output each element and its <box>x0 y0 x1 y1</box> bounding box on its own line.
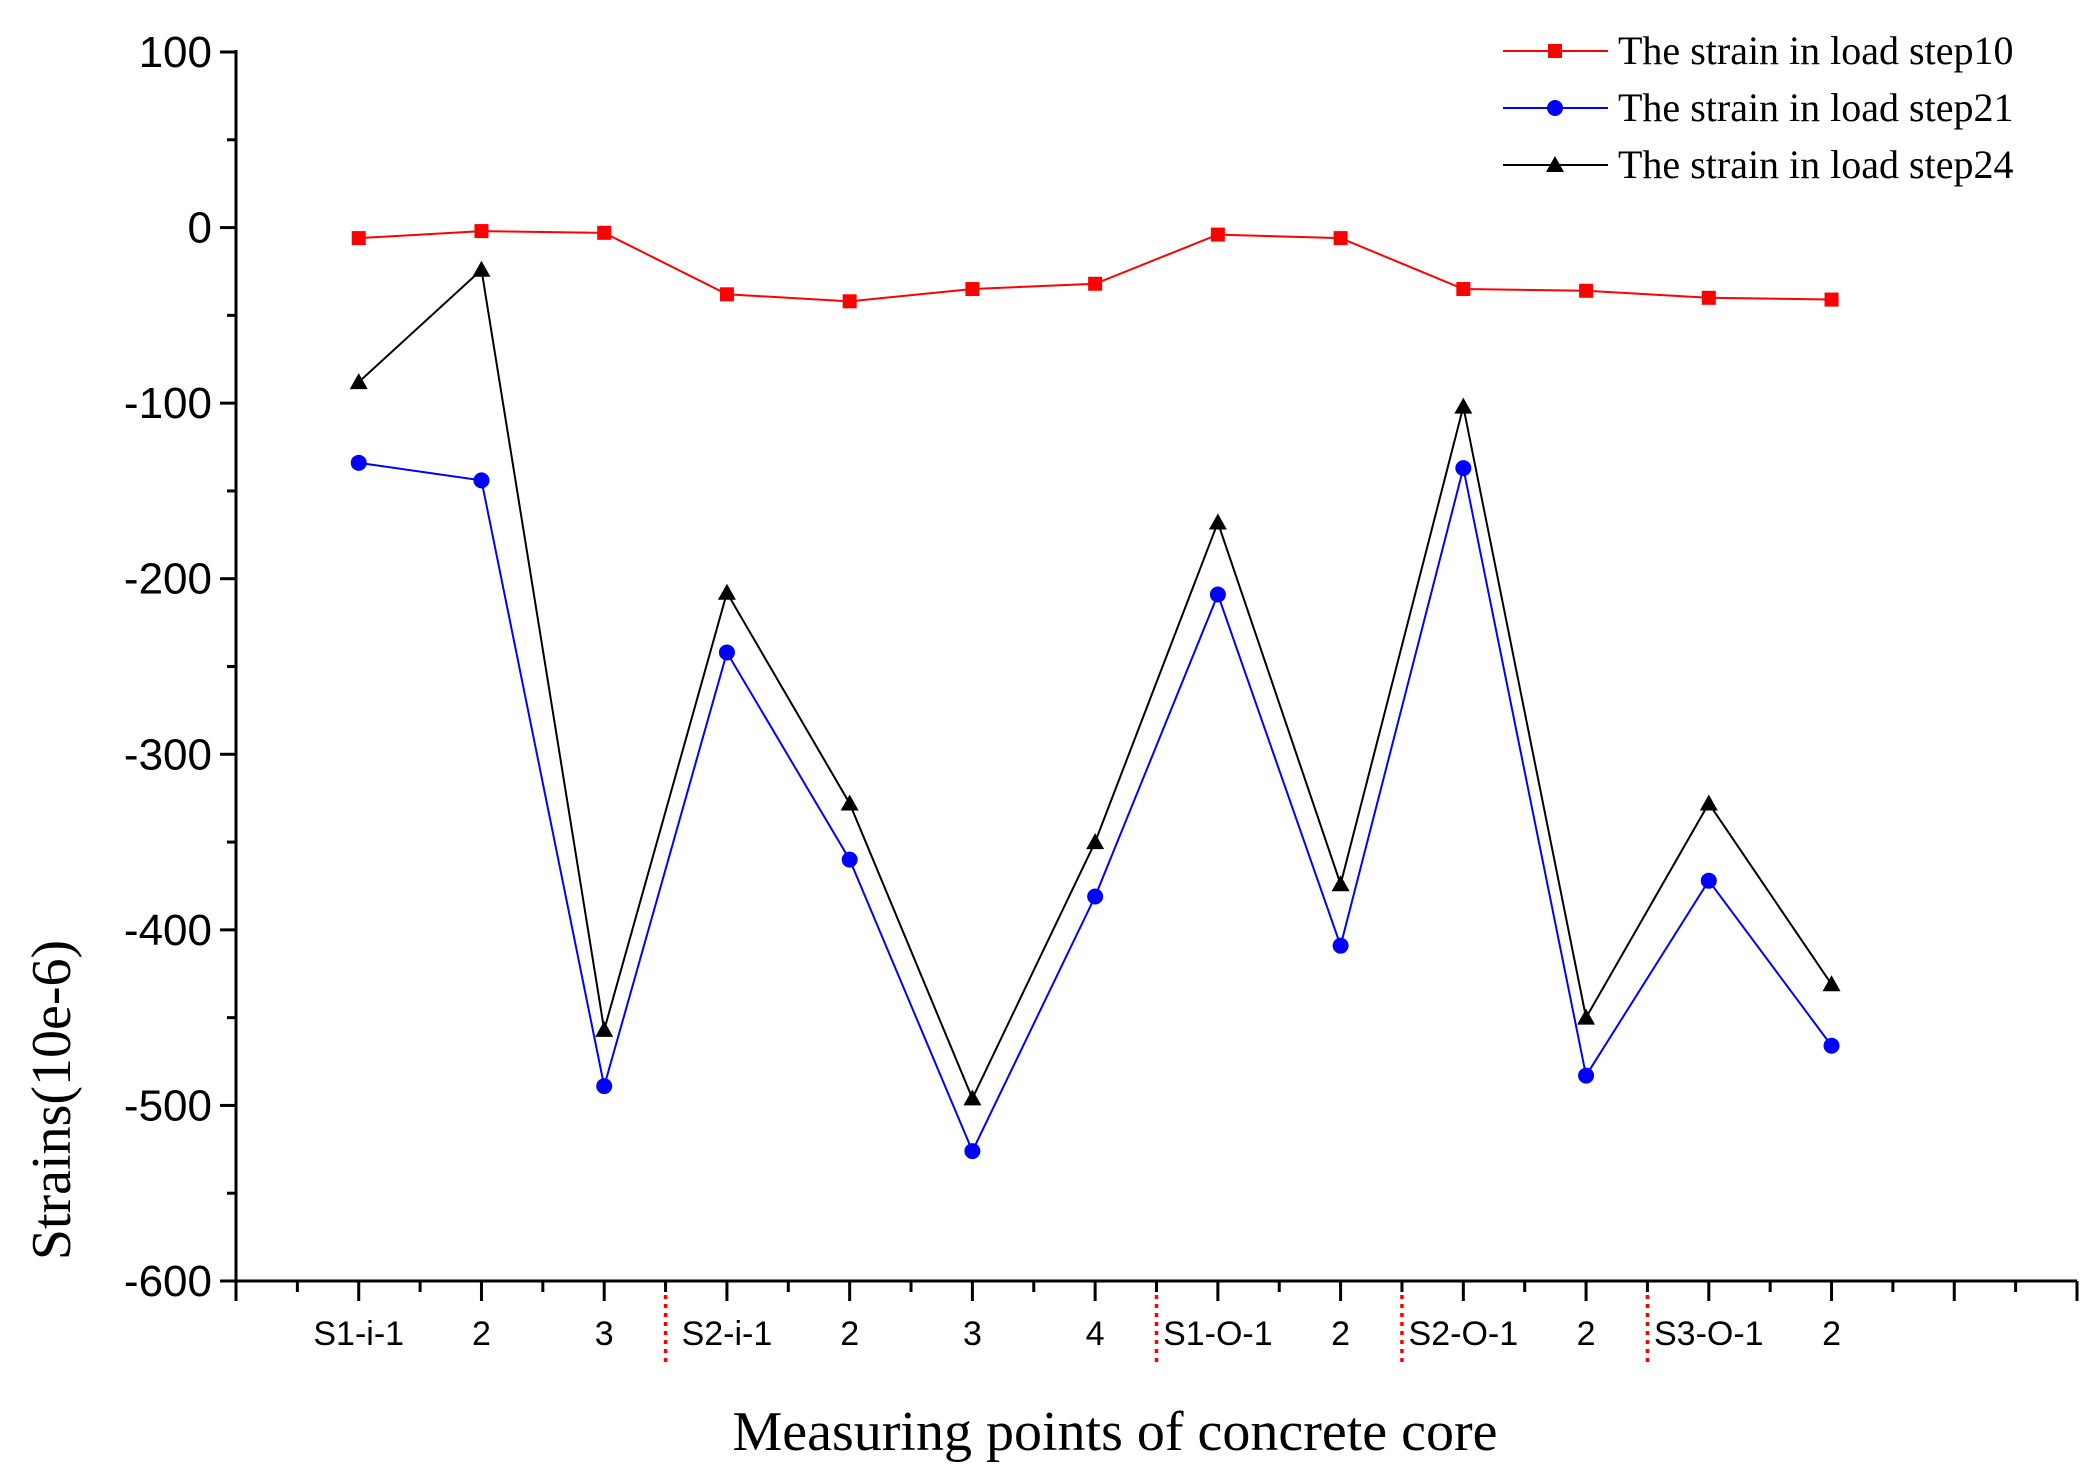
triangle-marker <box>1331 875 1350 892</box>
square-marker <box>719 287 734 302</box>
x-category-label: 4 <box>1086 1315 1105 1353</box>
x-category-label: 2 <box>1577 1315 1596 1353</box>
triangle-marker <box>1454 397 1473 414</box>
series-3 <box>349 260 1841 1106</box>
y-tick-label: -400 <box>124 906 212 955</box>
circle-marker <box>1332 937 1349 954</box>
circle-marker <box>1087 888 1104 905</box>
square-marker <box>1824 292 1839 307</box>
square-marker <box>965 282 980 297</box>
x-category-label: S1-O-1 <box>1163 1315 1273 1353</box>
legend: The strain in load step10 The strain in l… <box>1503 28 2013 187</box>
legend-label: The strain in load step24 <box>1618 142 2013 187</box>
circle-marker <box>473 472 490 489</box>
circle-marker <box>1823 1037 1840 1054</box>
axes <box>234 50 2077 1283</box>
y-tick-label: 0 <box>188 204 212 253</box>
square-marker <box>1701 290 1716 305</box>
y-tick-labels: 100 0 -100 -200 -300 -400 -500 -600 <box>124 28 212 1306</box>
x-category-label: 3 <box>963 1315 982 1353</box>
x-axis-title: Measuring points of concrete core <box>732 1401 1497 1463</box>
circle-marker <box>964 1143 981 1160</box>
square-marker <box>842 294 857 309</box>
y-tick-label: -600 <box>124 1257 212 1306</box>
y-tick-label: 100 <box>139 28 212 77</box>
x-category-labels: S1-i-1 2 3 S2-i-1 2 3 4 S1-O-1 2 S2-O-1 2 S3-O-1 2 <box>313 1315 1841 1353</box>
series-layer <box>349 224 1841 1160</box>
legend-item: The strain in load step21 <box>1503 85 2013 130</box>
circle-marker <box>1547 100 1563 116</box>
square-marker <box>474 224 489 239</box>
triangle-marker <box>1699 794 1718 811</box>
x-category-label: 2 <box>472 1315 491 1353</box>
triangle-marker <box>472 260 491 277</box>
y-tick-label: -500 <box>124 1081 212 1130</box>
x-category-label: S3-O-1 <box>1654 1315 1764 1353</box>
circle-marker <box>1700 872 1717 889</box>
y-tick-label: -100 <box>124 379 212 428</box>
triangle-marker <box>840 794 859 811</box>
legend-item: The strain in load step24 <box>1503 142 2013 187</box>
triangle-marker <box>1208 513 1227 530</box>
triangle-marker <box>1822 975 1841 992</box>
circle-marker <box>350 454 367 471</box>
triangle-marker <box>1546 156 1564 172</box>
circle-marker <box>1209 586 1226 603</box>
y-axis-title: Strains(10e-6) <box>21 940 83 1260</box>
triangle-marker <box>595 1020 614 1037</box>
x-category-label: 3 <box>595 1315 614 1353</box>
triangle-marker <box>349 373 368 390</box>
legend-item: The strain in load step10 <box>1503 28 2013 73</box>
square-marker <box>1088 276 1103 291</box>
triangle-marker <box>1086 833 1105 850</box>
circle-marker <box>1455 460 1472 477</box>
circle-marker <box>596 1078 613 1095</box>
x-axis-ticks <box>234 1281 2079 1301</box>
series-1 <box>351 224 1839 309</box>
triangle-marker <box>717 583 736 600</box>
square-marker <box>351 231 366 246</box>
triangle-marker <box>1577 1008 1596 1025</box>
triangle-marker <box>963 1089 982 1106</box>
square-marker <box>1456 282 1471 297</box>
series-line <box>358 461 1833 1154</box>
square-marker <box>597 225 612 240</box>
x-category-label: S2-i-1 <box>682 1315 773 1353</box>
x-category-label: 2 <box>840 1315 859 1353</box>
square-marker <box>1579 283 1594 298</box>
group-separators <box>663 1295 1650 1367</box>
series-line <box>358 267 1833 1101</box>
x-category-label: S1-i-1 <box>313 1315 404 1353</box>
square-marker <box>1333 231 1348 246</box>
series-2 <box>350 454 1840 1160</box>
x-category-label: 2 <box>1822 1315 1841 1353</box>
legend-label: The strain in load step21 <box>1618 85 2013 130</box>
circle-marker <box>718 644 735 661</box>
y-tick-label: -300 <box>124 730 212 779</box>
legend-label: The strain in load step10 <box>1618 28 2013 73</box>
x-category-label: S2-O-1 <box>1409 1315 1519 1353</box>
square-marker <box>1548 44 1562 58</box>
circle-marker <box>1578 1067 1595 1084</box>
circle-marker <box>841 851 858 868</box>
x-category-label: 2 <box>1331 1315 1350 1353</box>
series-line <box>358 230 1832 303</box>
y-tick-label: -200 <box>124 555 212 604</box>
y-axis-ticks <box>220 50 236 1283</box>
square-marker <box>1210 227 1225 242</box>
